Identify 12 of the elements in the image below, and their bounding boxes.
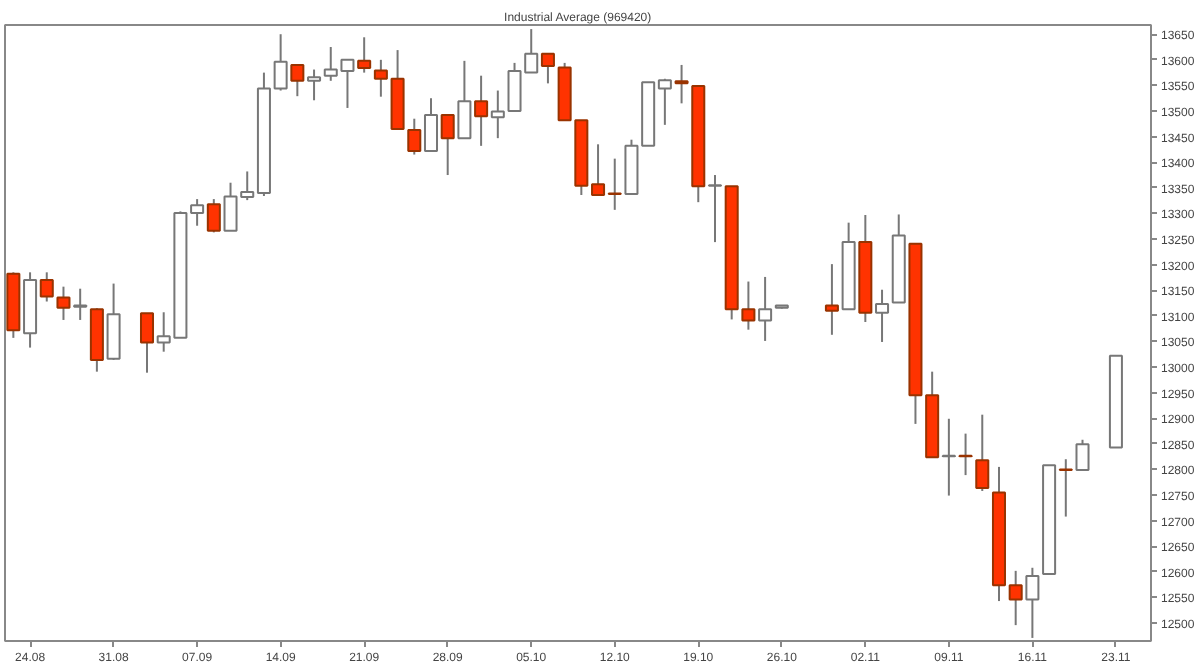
candlestick bbox=[1025, 566, 1040, 639]
candlestick bbox=[106, 282, 121, 361]
candlestick bbox=[1075, 438, 1090, 471]
candlestick bbox=[423, 97, 439, 152]
candlestick bbox=[457, 59, 472, 140]
candlestick bbox=[875, 288, 890, 343]
candlestick bbox=[941, 417, 956, 497]
candlestick bbox=[707, 174, 722, 244]
candlestick bbox=[758, 275, 773, 342]
candlestick bbox=[307, 68, 322, 102]
candlestick bbox=[975, 413, 990, 492]
candlestick bbox=[73, 287, 88, 321]
